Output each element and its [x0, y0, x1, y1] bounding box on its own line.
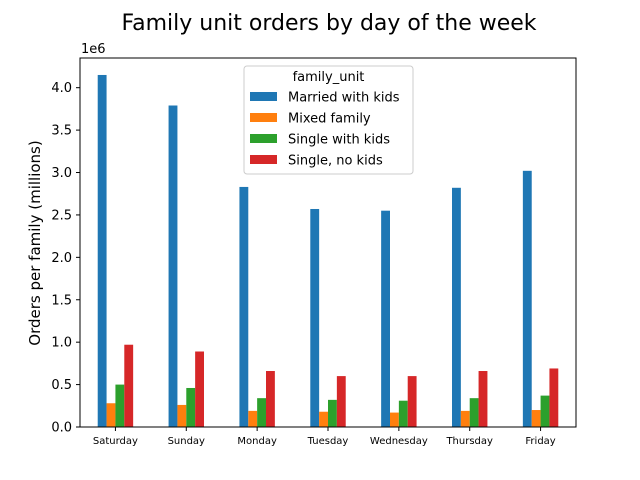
legend-swatch-1	[250, 113, 277, 122]
y-tick-label-4: 2.0	[51, 251, 72, 266]
legend-swatch-3	[250, 155, 277, 164]
bar-2-5	[469, 398, 479, 427]
y-tick-label-0: 0.0	[51, 421, 72, 436]
bar-0-4	[381, 210, 390, 427]
bar-0-5	[452, 187, 461, 427]
bar-1-3	[319, 411, 328, 427]
bar-1-5	[460, 410, 470, 427]
x-tick-label-5: Thursday	[445, 436, 493, 447]
x-tick-label-2: Monday	[237, 436, 277, 447]
bar-3-0	[124, 344, 134, 427]
bar-2-0	[115, 384, 125, 427]
y-tick-label-1: 0.5	[51, 378, 72, 393]
bar-3-5	[478, 371, 488, 427]
legend-box	[243, 65, 414, 175]
bar-0-1	[168, 105, 178, 427]
y-tick-label-8: 4.0	[51, 81, 72, 96]
x-tick-label-1: Sunday	[168, 436, 205, 447]
y-tick-label-3: 1.5	[51, 293, 72, 308]
bar-0-2	[239, 186, 249, 427]
x-tick-label-0: Saturday	[93, 436, 138, 447]
bar-2-1	[186, 387, 196, 427]
x-tick-label-4: Wednesday	[370, 436, 428, 447]
bar-0-6	[522, 170, 532, 427]
x-tick-label-6: Friday	[525, 436, 555, 447]
y-tick-label-6: 3.0	[51, 166, 72, 181]
y-tick-label-2: 1.0	[51, 336, 72, 351]
legend: family_unit Married with kids Mixed family…	[243, 65, 414, 175]
x-tick-label-3: Tuesday	[307, 436, 349, 447]
y-axis-label: Orders per family (millions)	[26, 140, 44, 345]
bar-1-0	[106, 403, 116, 427]
bar-0-0	[97, 74, 107, 427]
bar-0-3	[310, 208, 320, 427]
chart-title: Family unit orders by day of the week	[121, 11, 536, 36]
legend-swatch-2	[250, 134, 277, 143]
legend-label-0: Married with kids	[288, 91, 400, 106]
legend-title: family_unit	[293, 70, 365, 85]
legend-label-2: Single with kids	[288, 133, 390, 148]
bar-2-2	[257, 398, 266, 427]
bars-layer	[97, 74, 559, 427]
legend-label-1: Mixed family	[288, 112, 371, 127]
bar-2-6	[540, 395, 550, 427]
bar-3-2	[266, 371, 275, 427]
bar-3-6	[549, 368, 559, 427]
bar-1-4	[390, 412, 399, 427]
bar-3-3	[336, 376, 346, 427]
bar-1-6	[531, 410, 541, 427]
legend-label-3: Single, no kids	[288, 154, 383, 169]
bar-1-2	[248, 410, 258, 427]
bar-1-1	[177, 404, 187, 427]
bar-2-4	[398, 400, 408, 427]
bar-2-3	[328, 399, 337, 427]
bar-3-4	[407, 376, 417, 427]
y-tick-label-5: 2.5	[51, 208, 72, 223]
axes-layer: 0.0 0.5 1.0 1.5 2.0 2.5 3.0 3.5 4.0 Saturday Sunda…	[51, 57, 577, 447]
y-tick-label-7: 3.5	[51, 124, 72, 139]
legend-swatch-0	[250, 92, 277, 101]
bar-3-1	[195, 351, 204, 427]
y-axis-offset-label: 1e6	[81, 42, 106, 57]
